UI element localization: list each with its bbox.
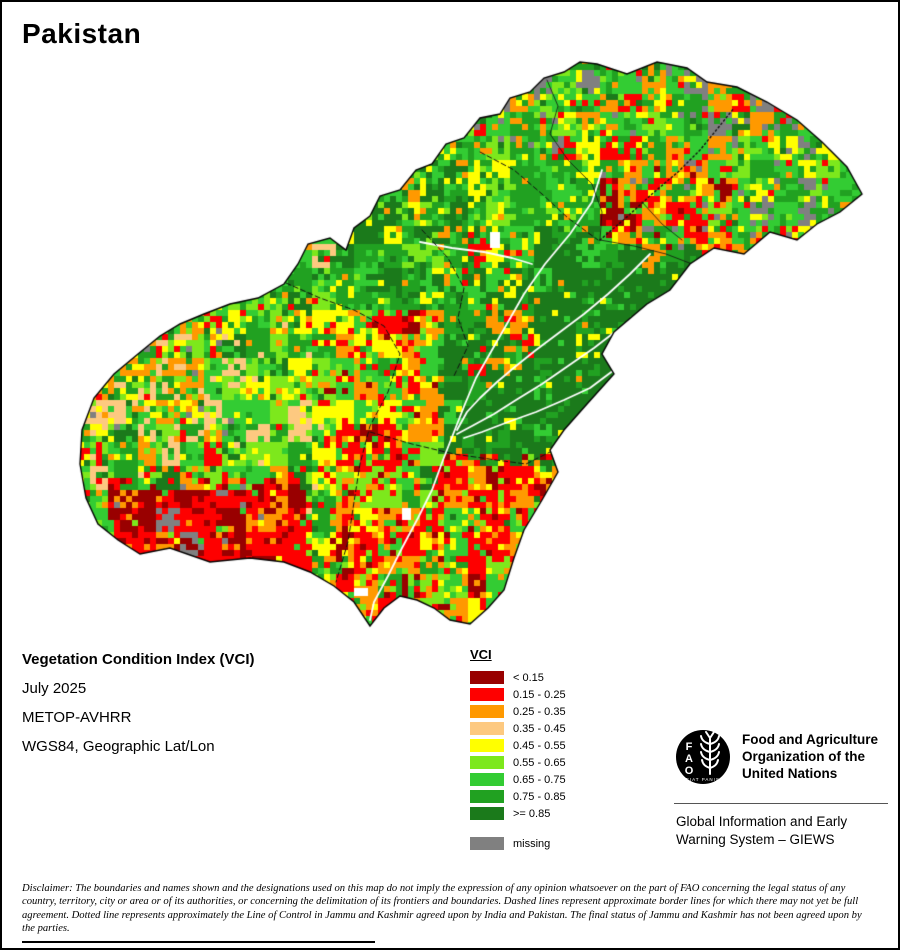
giews-line: Warning System – GIEWS (676, 832, 835, 847)
legend-label: < 0.15 (513, 671, 544, 684)
legend-swatch (470, 671, 504, 684)
map-title: Pakistan (22, 18, 142, 49)
legend-row: 0.75 - 0.85 (470, 788, 566, 805)
org-divider (674, 803, 888, 804)
index-name: Vegetation Condition Index (VCI) (22, 651, 255, 668)
legend-row: missing (470, 835, 566, 852)
legend-swatch (470, 722, 504, 735)
legend-row: 0.45 - 0.55 (470, 737, 566, 754)
wheat-ear-icon (700, 731, 720, 775)
legend-label: 0.55 - 0.65 (513, 756, 566, 769)
legend-row: 0.65 - 0.75 (470, 771, 566, 788)
legend-label: 0.25 - 0.35 (513, 705, 566, 718)
legend-swatch (470, 705, 504, 718)
legend-swatch (470, 837, 504, 850)
fao-logo-icon: F A O FIAT PANIS (676, 730, 730, 784)
legend-row: 0.15 - 0.25 (470, 686, 566, 703)
legend-label: 0.45 - 0.55 (513, 739, 566, 752)
legend-label: 0.15 - 0.25 (513, 688, 566, 701)
legend-label: 0.75 - 0.85 (513, 790, 566, 803)
vci-legend: VCI < 0.15 0.15 - 0.25 0.25 - 0.35 0.35 - 0… (470, 647, 566, 852)
legend-row: >= 0.85 (470, 805, 566, 822)
bottom-rule (22, 941, 375, 943)
projection-info: WGS84, Geographic Lat/Lon (22, 738, 215, 755)
disclaimer-text: Disclaimer: The boundaries and names sho… (22, 883, 862, 935)
legend-entries: < 0.15 0.15 - 0.25 0.25 - 0.35 0.35 - 0.45 0… (470, 669, 566, 852)
legend-swatch (470, 773, 504, 786)
fao-name-line: United Nations (742, 766, 838, 781)
fao-block: F A O FIAT PANIS Food and Agriculture Or… (674, 728, 878, 786)
legend-swatch (470, 756, 504, 769)
legend-row: 0.35 - 0.45 (470, 720, 566, 737)
legend-swatch (470, 739, 504, 752)
fao-logo-motto: FIAT PANIS (686, 777, 720, 782)
legend-swatch (470, 807, 504, 820)
fao-name: Food and Agriculture Organization of the… (742, 728, 878, 786)
legend-row: 0.55 - 0.65 (470, 754, 566, 771)
giews-label: Global Information and Early Warning Sys… (676, 813, 847, 849)
legend-swatch (470, 688, 504, 701)
map-info-block: Vegetation Condition Index (VCI) July 20… (22, 652, 255, 768)
legend-swatch (470, 790, 504, 803)
legend-label: missing (513, 837, 551, 850)
fao-name-line: Organization of the (742, 749, 865, 764)
fao-logo-letter: F (686, 741, 693, 753)
legend-label: >= 0.85 (513, 807, 551, 820)
fao-logo-letter: A (685, 753, 693, 765)
legend-label: 0.35 - 0.45 (513, 722, 566, 735)
legend-row: 0.25 - 0.35 (470, 703, 566, 720)
map-date: July 2025 (22, 680, 87, 697)
legend-label: 0.65 - 0.75 (513, 773, 566, 786)
legend-title: VCI (470, 647, 492, 662)
fao-logo-letter: O (685, 765, 694, 777)
legend-row: < 0.15 (470, 669, 566, 686)
giews-line: Global Information and Early (676, 814, 848, 829)
pakistan-vci-map (2, 2, 900, 652)
sensor-name: METOP-AVHRR (22, 709, 132, 726)
fao-name-line: Food and Agriculture (742, 732, 878, 747)
